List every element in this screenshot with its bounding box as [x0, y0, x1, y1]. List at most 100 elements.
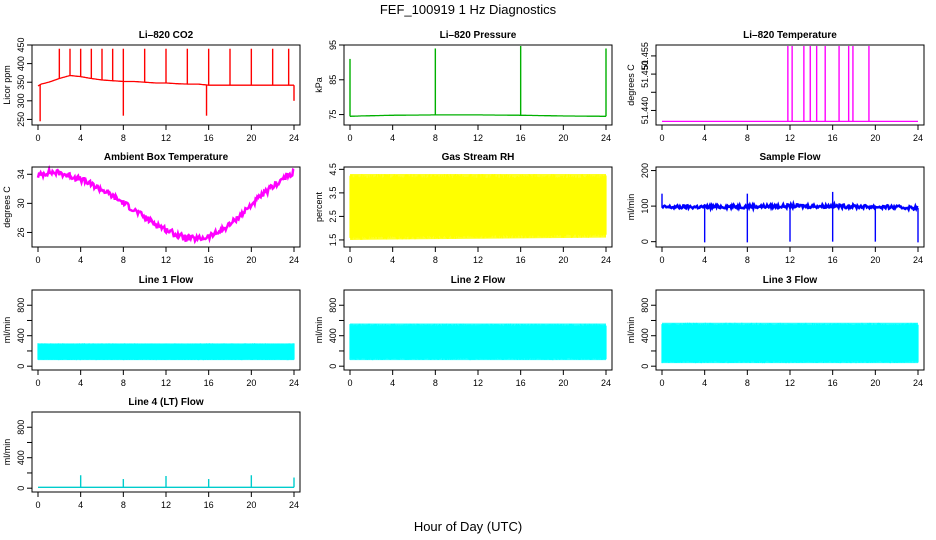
x-tick-label: 12: [785, 133, 795, 143]
x-tick-label: 20: [870, 378, 880, 388]
y-tick-label: 51.455: [640, 42, 650, 70]
y-tick-label: 800: [16, 420, 26, 435]
series-area: [350, 174, 606, 240]
panel-title: Line 3 Flow: [763, 275, 818, 286]
y-tick-label: 0: [640, 364, 650, 369]
y-axis-label: ml/min: [314, 317, 324, 344]
panel-4: Gas Stream RH 0 4 8 12 16 20 24 1.5 2.5 3.5 4.5 perc…: [314, 152, 613, 265]
x-tick-label: 4: [702, 378, 707, 388]
x-tick-label: 20: [870, 255, 880, 265]
panel-title: Line 2 Flow: [451, 275, 506, 286]
y-tick-label: 400: [16, 450, 26, 465]
x-tick-label: 20: [558, 378, 568, 388]
y-axis-label: ml/min: [626, 194, 636, 221]
y-tick-label: 400: [328, 328, 338, 343]
y-tick-label: 800: [16, 298, 26, 313]
panel-1: Li–820 Pressure 0 4 8 12 16 20 24 75 85 95 kPa: [314, 30, 613, 143]
x-tick-label: 16: [204, 378, 214, 388]
panel-7: Line 2 Flow 0 4 8 12 16 20 24 0 400 800 ml/min: [314, 275, 613, 388]
x-tick-label: 8: [745, 255, 750, 265]
y-tick-label: 75: [328, 110, 338, 120]
y-tick-label: 0: [16, 364, 26, 369]
x-tick-label: 0: [35, 133, 40, 143]
x-tick-label: 4: [78, 133, 83, 143]
x-tick-label: 8: [121, 378, 126, 388]
x-tick-label: 16: [204, 255, 214, 265]
y-axis-label: Licor ppm: [2, 65, 12, 105]
x-tick-label: 20: [246, 255, 256, 265]
x-tick-label: 8: [121, 500, 126, 510]
y-tick-label: 34: [16, 169, 26, 179]
x-tick-label: 0: [35, 378, 40, 388]
x-tick-label: 20: [246, 378, 256, 388]
y-tick-label: 95: [328, 40, 338, 50]
panel-2: Li–820 Temperature 0 4 8 12 16 20 24 51.440 51.45…: [626, 30, 925, 143]
series-area: [662, 322, 918, 364]
figure-x-axis-label: Hour of Day (UTC): [414, 519, 522, 534]
x-tick-label: 24: [601, 133, 611, 143]
y-tick-label: 0: [640, 239, 650, 244]
y-tick-label: 250: [16, 112, 26, 127]
x-tick-label: 12: [473, 378, 483, 388]
x-tick-label: 0: [659, 378, 664, 388]
x-tick-label: 24: [913, 378, 923, 388]
x-tick-label: 16: [828, 255, 838, 265]
panel-title: Li–820 Pressure: [440, 30, 517, 41]
y-tick-label: 2.5: [328, 210, 338, 223]
x-tick-label: 4: [78, 500, 83, 510]
figure-title: FEF_100919 1 Hz Diagnostics: [380, 2, 557, 17]
x-tick-label: 16: [204, 133, 214, 143]
y-tick-label: 400: [640, 328, 650, 343]
x-tick-label: 12: [161, 378, 171, 388]
plot-frame: [655, 44, 925, 126]
y-tick-label: 100: [640, 199, 650, 214]
y-tick-label: 26: [16, 227, 26, 237]
x-tick-label: 20: [246, 133, 256, 143]
x-tick-label: 4: [78, 378, 83, 388]
x-tick-label: 16: [828, 378, 838, 388]
x-tick-label: 24: [913, 255, 923, 265]
y-tick-label: 300: [16, 93, 26, 108]
panel-3: Ambient Box Temperature 0 4 8 12 16 20 24 26 30 34…: [2, 152, 301, 265]
y-tick-label: 200: [640, 163, 650, 178]
y-axis-label: percent: [314, 191, 324, 222]
plot-frame: [343, 44, 613, 126]
y-tick-label: 400: [16, 328, 26, 343]
y-axis-label: degrees C: [2, 186, 12, 228]
x-tick-label: 16: [516, 133, 526, 143]
y-tick-label: 0: [16, 486, 26, 491]
x-tick-label: 24: [601, 255, 611, 265]
x-tick-label: 4: [702, 255, 707, 265]
series-area: [350, 323, 606, 361]
y-tick-label: 85: [328, 75, 338, 85]
x-tick-label: 16: [828, 133, 838, 143]
x-tick-label: 20: [558, 133, 568, 143]
y-tick-label: 4.5: [328, 163, 338, 176]
x-tick-label: 16: [516, 378, 526, 388]
y-axis-label: ml/min: [2, 439, 12, 466]
x-tick-label: 24: [289, 378, 299, 388]
panel-title: Sample Flow: [759, 152, 820, 163]
y-tick-label: 51.440: [640, 97, 650, 125]
y-tick-label: 0: [328, 364, 338, 369]
x-tick-label: 12: [785, 255, 795, 265]
panel-title: Li–820 Temperature: [743, 30, 837, 41]
panel-6: Line 1 Flow 0 4 8 12 16 20 24 0 400 800 ml/min: [2, 275, 301, 388]
x-tick-label: 24: [913, 133, 923, 143]
x-tick-label: 0: [35, 255, 40, 265]
panel-title: Line 4 (LT) Flow: [128, 397, 204, 408]
y-tick-label: 3.5: [328, 187, 338, 200]
y-tick-label: 350: [16, 75, 26, 90]
x-tick-label: 8: [433, 133, 438, 143]
x-tick-label: 20: [558, 255, 568, 265]
series-area: [38, 343, 294, 361]
x-tick-label: 8: [121, 133, 126, 143]
y-tick-label: 51.450: [640, 60, 650, 88]
y-tick-label: 800: [640, 298, 650, 313]
panel-9: Line 4 (LT) Flow 0 4 8 12 16 20 24 0 400 800 ml/min: [2, 397, 301, 510]
x-tick-label: 8: [433, 255, 438, 265]
x-tick-label: 0: [659, 133, 664, 143]
panel-title: Ambient Box Temperature: [104, 152, 229, 163]
